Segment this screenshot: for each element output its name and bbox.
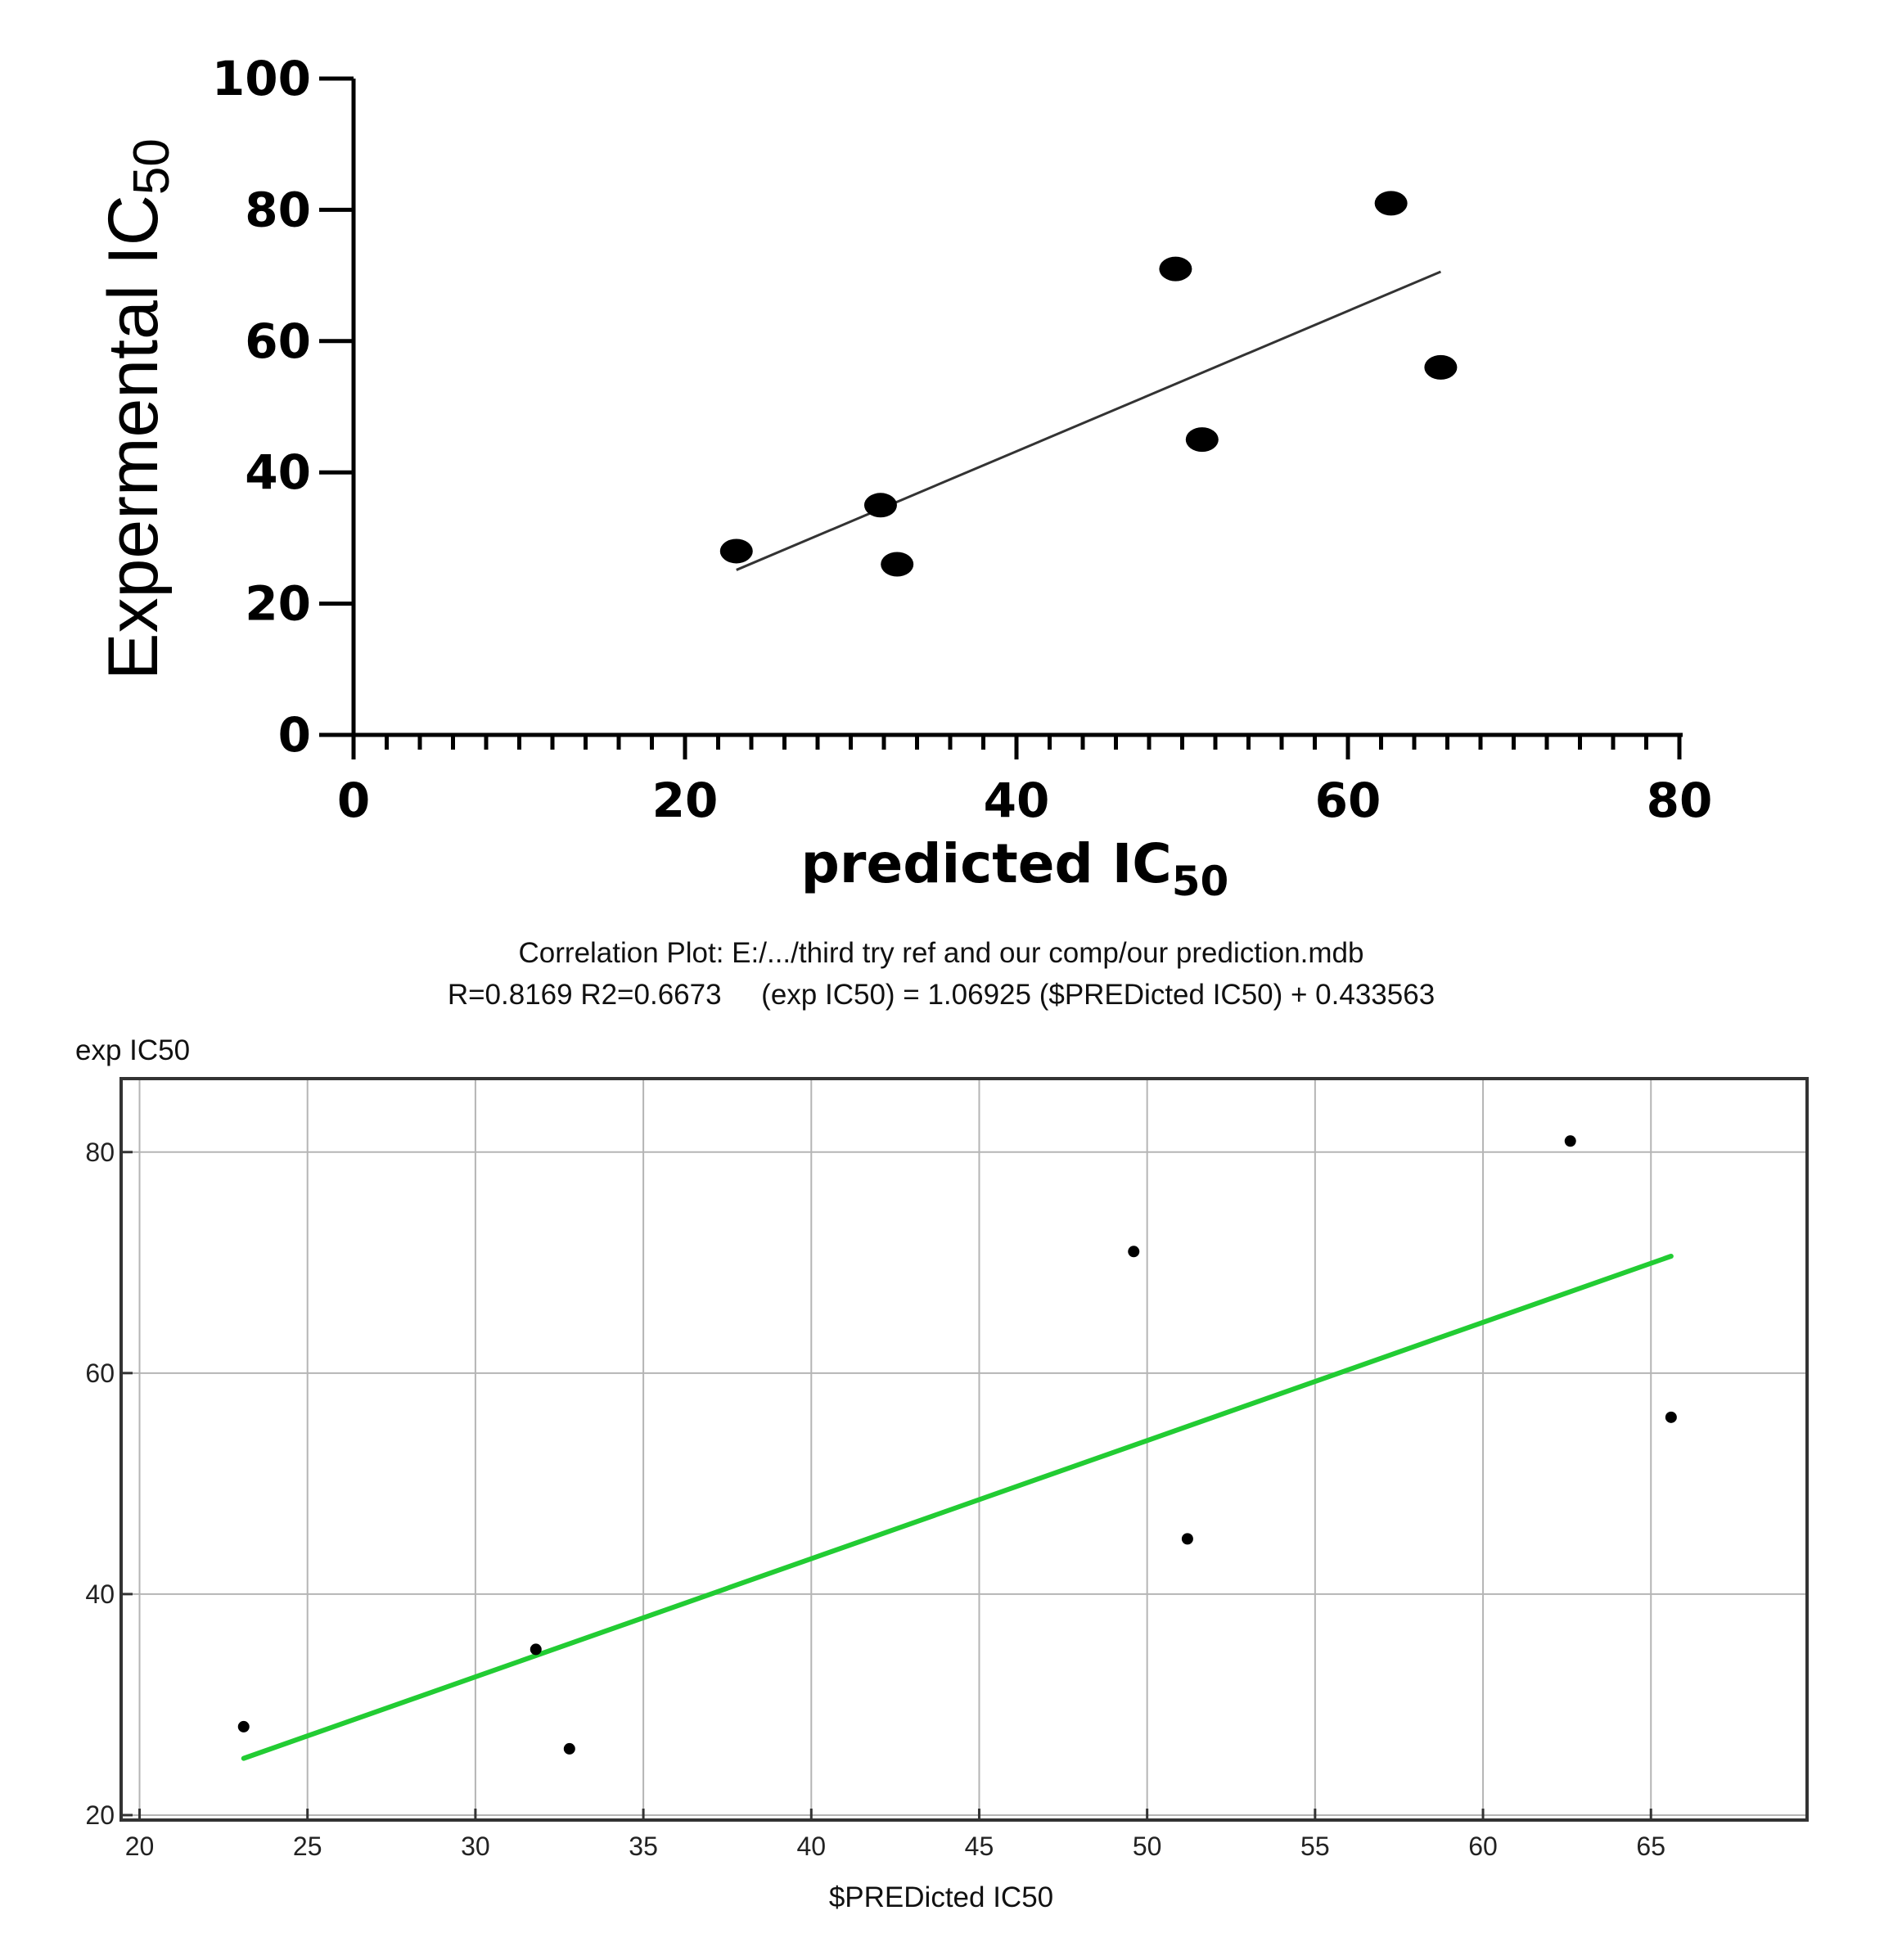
top-data-point	[719, 538, 753, 564]
bottom-x-tick-label: 45	[965, 1832, 994, 1861]
bottom-chart-title: Correlation Plot: E:/.../third try ref a…	[519, 937, 1364, 969]
top-y-tick-label: 0	[278, 707, 311, 763]
top-data-point	[863, 493, 897, 518]
bottom-y-tick-label: 40	[85, 1579, 115, 1609]
bottom-data-point	[563, 1742, 575, 1755]
bottom-y-tick-label: 80	[85, 1138, 115, 1167]
top-y-ticks: 0 20 40 60 80 100	[212, 51, 354, 763]
top-x-tick-label: 0	[337, 773, 370, 828]
top-y-tick-label: 60	[245, 313, 311, 369]
bottom-x-tick-label: 60	[1468, 1832, 1498, 1861]
top-data-point	[1374, 191, 1408, 216]
top-x-tick-label: 80	[1647, 773, 1713, 828]
top-y-tick-label: 80	[245, 182, 311, 237]
top-y-tick-label: 40	[245, 444, 311, 500]
bottom-vertical-grid	[138, 1080, 1652, 1818]
top-data-point	[1424, 354, 1458, 380]
bottom-x-ticks: 20 25 30 35 40 45 50 55 60 65	[125, 1809, 1665, 1861]
bottom-x-tick-label: 35	[629, 1832, 658, 1861]
top-x-ticks: 0 20 40 60 80	[337, 735, 1713, 828]
bottom-plot-frame	[119, 1077, 1809, 1822]
bottom-points	[237, 1135, 1677, 1755]
bottom-data-point	[237, 1720, 250, 1732]
bottom-x-axis-label: $PREDicted IC50	[829, 1881, 1053, 1913]
bottom-data-point	[1665, 1411, 1677, 1423]
bottom-chart-subtitle: R=0.8169 R2=0.6673 (exp IC50) = 1.06925 …	[448, 979, 1435, 1011]
bottom-x-tick-label: 25	[293, 1832, 322, 1861]
bottom-x-tick-label: 65	[1636, 1832, 1665, 1861]
bottom-y-tick-label: 60	[85, 1358, 115, 1388]
bottom-trendline	[241, 1254, 1674, 1761]
top-data-point	[1185, 427, 1219, 453]
bottom-data-point	[1564, 1135, 1576, 1147]
bottom-y-ticks: 20 40 60 80	[85, 1138, 133, 1830]
top-y-tick-label: 20	[245, 576, 311, 632]
bottom-data-point	[1128, 1246, 1140, 1258]
top-chart-axes	[351, 79, 1683, 737]
top-data-point	[1159, 256, 1192, 282]
bottom-data-point	[530, 1643, 542, 1656]
top-data-point	[881, 552, 914, 577]
top-x-tick-label: 40	[984, 773, 1050, 828]
bottom-x-tick-label: 30	[461, 1832, 490, 1861]
top-x-axis-label: predicted IC50	[801, 832, 1229, 905]
top-x-tick-label: 20	[652, 773, 719, 828]
top-points	[719, 191, 1458, 577]
top-scatter-chart: 0 20 40 60 80 0 20 40 60 80 100 predicted IC50 Ex…	[94, 51, 1712, 905]
bottom-x-tick-label: 55	[1300, 1832, 1330, 1861]
bottom-x-tick-label: 40	[796, 1832, 826, 1861]
top-x-tick-label: 60	[1315, 773, 1381, 828]
bottom-y-axis-label: exp IC50	[75, 1034, 190, 1066]
bottom-correlation-plot: Correlation Plot: E:/.../third try ref a…	[75, 937, 1809, 1913]
bottom-y-tick-label: 20	[85, 1800, 115, 1830]
top-y-tick-label: 100	[212, 51, 311, 106]
bottom-data-point	[1181, 1533, 1193, 1545]
top-x-minor-ticks	[385, 735, 1648, 750]
bottom-horizontal-grid	[123, 1151, 1805, 1816]
top-y-axis-label: Expermental IC50	[94, 138, 180, 680]
top-trendline	[736, 270, 1441, 571]
bottom-x-tick-label: 20	[125, 1832, 155, 1861]
bottom-x-tick-label: 50	[1133, 1832, 1162, 1861]
